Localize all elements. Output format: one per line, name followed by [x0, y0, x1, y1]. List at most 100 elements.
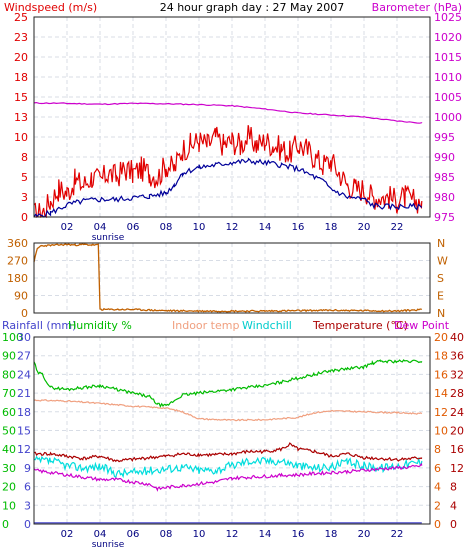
hour-tick: 20	[358, 222, 371, 233]
temperature-tick-outer: 28	[450, 387, 464, 400]
windspeed-ticks: 0 3 5 8 10 13 15 18 20 23 25	[14, 11, 28, 224]
hour-tick: 02	[61, 222, 74, 233]
panel-1-frame	[33, 16, 431, 218]
panel-2-frame	[33, 242, 431, 314]
temperature-tick-inner: 20	[434, 331, 448, 344]
panel-wind-barometer: Windspeed (m/s) 24 hour graph day : 27 M…	[4, 1, 462, 243]
degree-tick: 360	[7, 237, 28, 250]
barometer-tick: 1020	[434, 31, 462, 44]
degree-tick: 90	[14, 290, 28, 303]
barometer-axis-label: Barometer (hPa)	[372, 1, 462, 14]
humidity-tick: 90	[2, 350, 16, 363]
degree-tick: 270	[7, 255, 28, 268]
hour-tick: 18	[325, 529, 338, 540]
barometer-tick: 1005	[434, 91, 462, 104]
rainfall-ticks: 0 3 6 9 12 15 18 21 24 27 30	[17, 331, 31, 531]
humidity-tick: 40	[2, 443, 16, 456]
hour-tick: 20	[358, 529, 371, 540]
humidity-tick: 60	[2, 406, 16, 419]
temperature-tick-inner: 12	[434, 406, 448, 419]
panel-3-grid	[34, 337, 430, 524]
hour-tick: 22	[391, 529, 404, 540]
rainfall-tick: 0	[24, 518, 31, 531]
hour-tick: 06	[127, 529, 140, 540]
barometer-tick: 975	[434, 211, 455, 224]
hour-tick: 16	[292, 222, 305, 233]
temperature-tick-outer: 8	[450, 481, 457, 494]
windspeed-tick: 0	[21, 211, 28, 224]
compass-tick: W	[437, 255, 448, 268]
barometer-tick: 1010	[434, 71, 462, 84]
hour-tick: 04	[94, 529, 107, 540]
rainfall-tick: 6	[24, 481, 31, 494]
temperature-ticks-outer: 0 4 8 12 16 20 24 28 32 36 40	[450, 331, 464, 531]
rainfall-tick: 27	[17, 350, 31, 363]
temperature-tick-inner: 8	[434, 443, 441, 456]
windspeed-tick: 25	[14, 11, 28, 24]
humidity-tick: 20	[2, 481, 16, 494]
series-wind_dir	[33, 243, 423, 313]
windspeed-tick: 15	[14, 91, 28, 104]
windspeed-axis-label: Windspeed (m/s)	[4, 1, 97, 14]
hour-tick: 10	[193, 222, 206, 233]
barometer-ticks: 975 980 985 990 995 1000 1005 1010 1015 1020 1025	[434, 11, 462, 224]
hour-tick: 14	[259, 529, 272, 540]
temperature-tick-inner: 2	[434, 499, 441, 512]
temperature-tick-outer: 0	[450, 518, 457, 531]
hour-tick: 16	[292, 529, 305, 540]
windspeed-tick: 5	[21, 171, 28, 184]
humidity-tick: 10	[2, 499, 16, 512]
windspeed-tick: 3	[21, 191, 28, 204]
panel-3-x-ticks: 02 04 06 08 10 12 14 16 18 20 22	[61, 529, 404, 540]
windspeed-tick: 8	[21, 151, 28, 164]
humidity-ticks: 0 10 20 30 40 50 60 70 80 90 100	[2, 331, 23, 531]
temperature-tick-outer: 40	[450, 331, 464, 344]
windspeed-tick: 20	[14, 51, 28, 64]
temperature-tick-outer: 4	[450, 499, 457, 512]
panel-1-x-ticks: 02 04 06 08 10 12 14 16 18 20 22	[61, 222, 404, 233]
series-wind_avg	[33, 157, 423, 218]
series-indoor_temp	[33, 399, 423, 422]
degree-tick: 0	[21, 307, 28, 320]
panel-3-series	[33, 359, 423, 524]
barometer-tick: 1025	[434, 11, 462, 24]
panel-temperature-humidity: Rainfall (mm) Humidity % Indoor temp Win…	[2, 319, 464, 550]
hour-tick: 14	[259, 222, 272, 233]
compass-tick: N	[437, 237, 445, 250]
humidity-tick: 70	[2, 387, 16, 400]
compass-tick: E	[437, 290, 444, 303]
series-windchill	[33, 455, 423, 479]
windspeed-tick: 13	[14, 111, 28, 124]
humidity-tick: 100	[2, 331, 23, 344]
windspeed-tick: 10	[14, 131, 28, 144]
sunrise-label-top: sunrise	[92, 233, 125, 243]
temperature-tick-outer: 16	[450, 443, 464, 456]
rainfall-tick: 12	[17, 443, 31, 456]
rainfall-tick: 18	[17, 406, 31, 419]
windspeed-tick: 23	[14, 31, 28, 44]
panel-3-frame	[33, 336, 431, 525]
panel-1-grid	[34, 17, 430, 217]
panel-2-series	[33, 243, 423, 313]
chart-title: 24 hour graph day : 27 May 2007	[160, 1, 345, 14]
temperature-tick-inner: 18	[434, 350, 448, 363]
barometer-tick: 980	[434, 191, 455, 204]
compass-tick: S	[437, 272, 444, 285]
barometer-tick: 995	[434, 131, 455, 144]
rainfall-tick: 3	[24, 499, 31, 512]
barometer-tick: 1000	[434, 111, 462, 124]
rainfall-tick: 21	[17, 387, 31, 400]
barometer-tick: 985	[434, 171, 455, 184]
legend-windchill: Windchill	[242, 319, 292, 332]
temperature-tick-inner: 0	[434, 518, 441, 531]
temperature-tick-inner: 10	[434, 425, 448, 438]
temperature-tick-inner: 6	[434, 462, 441, 475]
rainfall-tick: 15	[17, 425, 31, 438]
rainfall-tick: 9	[24, 462, 31, 475]
hour-tick: 04	[94, 222, 107, 233]
humidity-tick: 50	[2, 425, 16, 438]
rainfall-tick: 30	[17, 331, 31, 344]
temperature-tick-outer: 24	[450, 406, 464, 419]
